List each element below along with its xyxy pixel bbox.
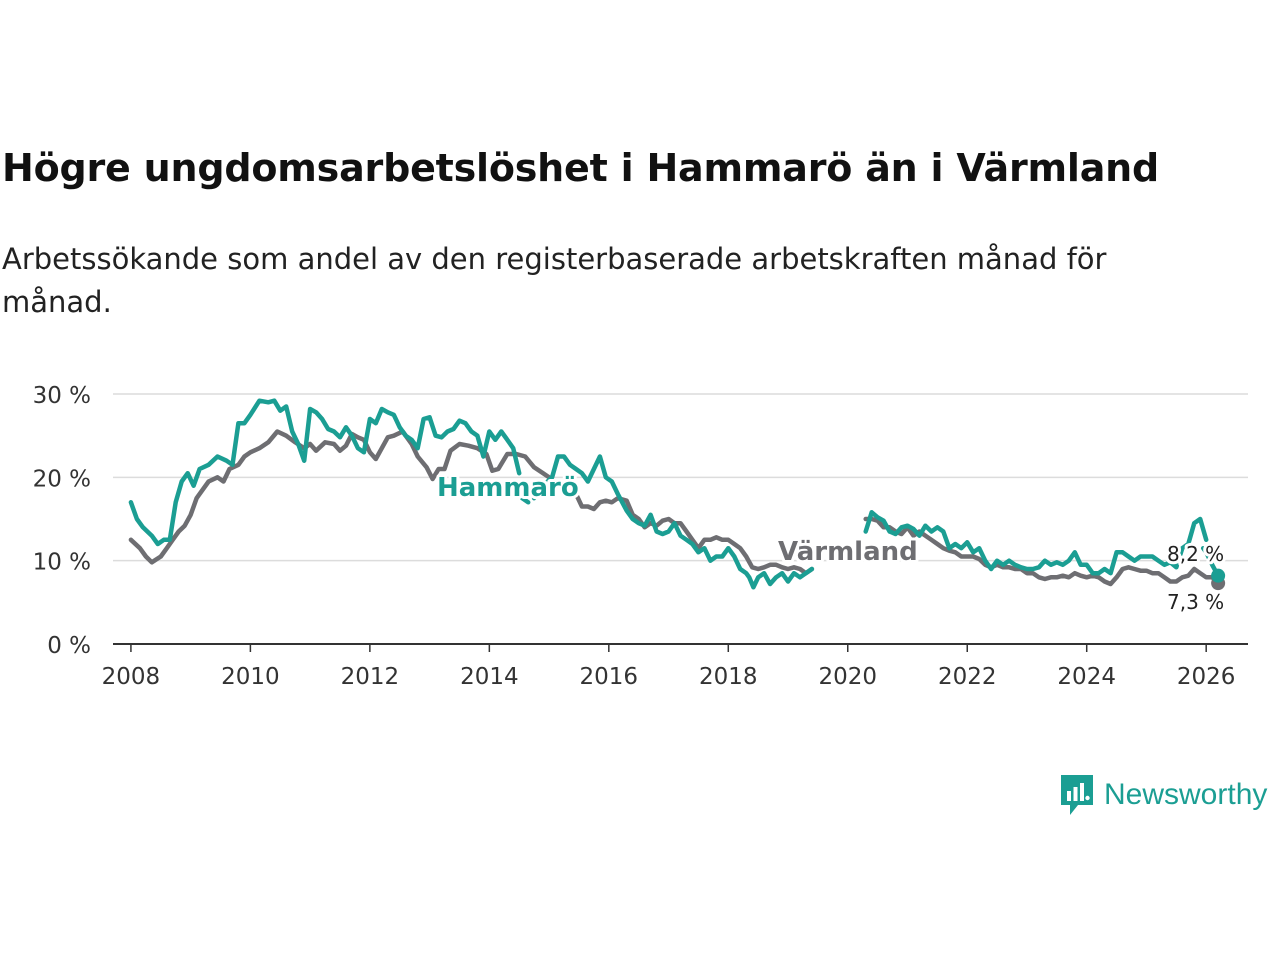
brand-name: Newsworthy (1104, 778, 1268, 811)
chart-title: Högre ungdomsarbetslöshet i Hammarö än i… (2, 146, 1160, 190)
line-chart: 0 % 10 % 20 % 30 % 2008 2010 2012 2014 2016 2018 2… (33, 383, 1248, 690)
chart-subtitle: Arbetssökande som andel av den registerb… (2, 242, 1107, 319)
varmland-series-label: Värmland (778, 537, 918, 567)
y-tick-label: 0 % (47, 633, 91, 659)
x-tick-label: 2012 (341, 664, 400, 690)
y-tick-label: 30 % (33, 383, 91, 409)
varmland-end-value-label: 7,3 % (1167, 590, 1224, 614)
x-tick-label: 2024 (1057, 664, 1116, 690)
varmland-series-line (128, 429, 1221, 587)
x-tick-label: 2010 (221, 664, 280, 690)
y-tick-label: 10 % (33, 550, 91, 576)
x-tick-label: 2026 (1177, 664, 1236, 690)
newsworthy-brand[interactable]: Newsworthy (1058, 773, 1267, 817)
x-tick-label: 2008 (102, 664, 161, 690)
x-tick-label: 2022 (938, 664, 997, 690)
x-tick-label: 2016 (580, 664, 639, 690)
x-tick-label: 2020 (818, 664, 877, 690)
hammaro-series-line (128, 398, 1221, 590)
x-tick-label: 2014 (460, 664, 519, 690)
newsworthy-logo-icon (1061, 775, 1093, 815)
x-tick-label: 2018 (699, 664, 758, 690)
hammaro-end-marker (1211, 568, 1226, 583)
hammaro-end-value-label: 8,2 % (1167, 542, 1224, 566)
hammaro-series-label: Hammarö (437, 473, 579, 503)
y-tick-label: 20 % (33, 466, 91, 492)
